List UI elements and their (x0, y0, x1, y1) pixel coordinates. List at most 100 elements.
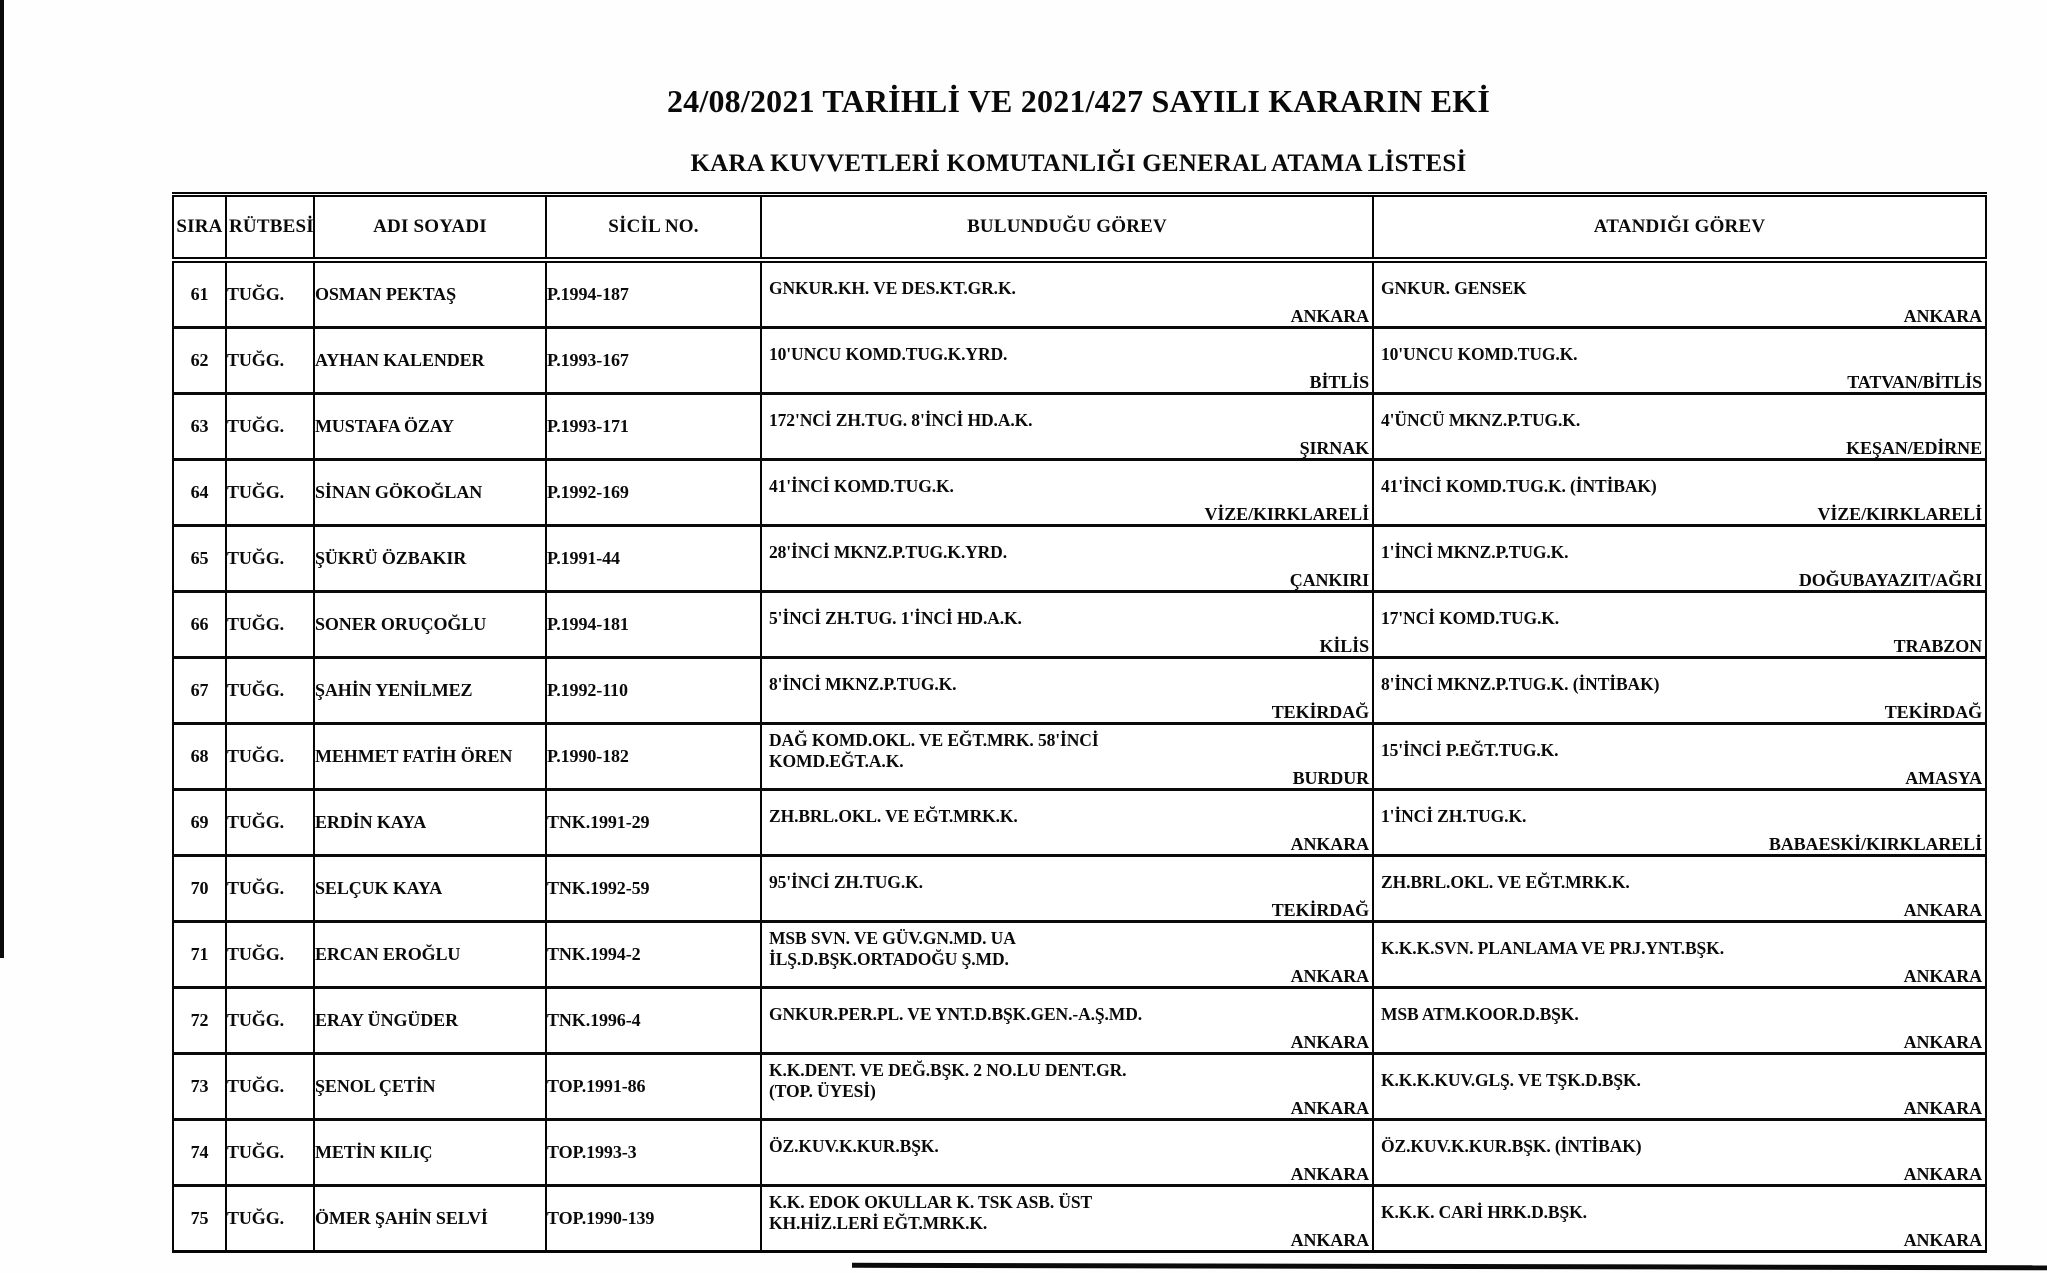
cell-rank: TUĞG. (225, 854, 315, 923)
current-post-location: ANKARA (1290, 1230, 1370, 1250)
current-post-title: 8'İNCİ MKNZ.P.TUG.K. (769, 674, 957, 695)
cell-sicil-no: TOP.1993-3 (545, 1118, 762, 1187)
cell-sicil-no: TNK.1996-4 (545, 986, 762, 1055)
current-post-title: K.K. EDOK OKULLAR K. TSK ASB. ÜST KH.HİZ… (769, 1191, 1093, 1233)
cell-sicil-no: TOP.1990-139 (545, 1184, 762, 1253)
column-header-sicil-no: SİCİL NO. (545, 193, 762, 263)
cell-current-post: MSB SVN. VE GÜV.GN.MD. UA İLŞ.D.BŞK.ORTA… (760, 920, 1374, 989)
current-post-location: BİTLİS (1309, 372, 1370, 392)
table-row: 71 TUĞG. ERCAN EROĞLU TNK.1994-2 MSB SVN. VE… (172, 920, 1987, 989)
cell-rank: TUĞG. (225, 590, 315, 659)
current-post-location: ANKARA (1290, 1098, 1370, 1118)
cell-rank: TUĞG. (225, 258, 315, 329)
assigned-post-location: KEŞAN/EDİRNE (1846, 438, 1982, 458)
cell-name: AYHAN KALENDER (313, 326, 547, 395)
cell-rank: TUĞG. (225, 1184, 315, 1253)
cell-sira: 69 (172, 788, 227, 857)
cell-rank: TUĞG. (225, 722, 315, 791)
document-title: 24/08/2021 TARİHLİ VE 2021/427 SAYILI KA… (666, 83, 1490, 119)
cell-name: METİN KILIÇ (313, 1118, 547, 1187)
current-post-title: 10'UNCU KOMD.TUG.K.YRD. (769, 344, 1008, 365)
document-header: 24/08/2021 TARİHLİ VE 2021/427 SAYILI KA… (172, 83, 1985, 178)
table-row: 61 TUĞG. OSMAN PEKTAŞ P.1994-187 GNKUR.KH. V… (172, 258, 1987, 329)
table-row: 69 TUĞG. ERDİN KAYA TNK.1991-29 ZH.BRL.OKL. … (172, 788, 1987, 857)
assigned-post-title: 15'İNCİ P.EĞT.TUG.K. (1381, 740, 1559, 761)
table-row: 75 TUĞG. ÖMER ŞAHİN SELVİ TOP.1990-139 K.K. … (172, 1184, 1987, 1253)
cell-current-post: ÖZ.KUV.K.KUR.BŞK. ANKARA (760, 1118, 1374, 1187)
table-row: 70 TUĞG. SELÇUK KAYA TNK.1992-59 95'İNCİ ZH.… (172, 854, 1987, 923)
assigned-post-location: ANKARA (1903, 306, 1983, 326)
document-subtitle: KARA KUVVETLERİ KOMUTANLIĞI GENERAL ATAM… (690, 150, 1467, 177)
cell-assigned-post: K.K.K.KUV.GLŞ. VE TŞK.D.BŞK. ANKARA (1372, 1052, 1987, 1121)
assigned-post-location: TRABZON (1893, 636, 1982, 656)
table-row: 62 TUĞG. AYHAN KALENDER P.1993-167 10'UNCU K… (172, 326, 1987, 395)
scan-artifact-bottom-edge (851, 1262, 2047, 1271)
cell-assigned-post: 1'İNCİ MKNZ.P.TUG.K. DOĞUBAYAZIT/AĞRI (1372, 524, 1987, 593)
cell-rank: TUĞG. (225, 656, 315, 725)
cell-current-post: K.K.DENT. VE DEĞ.BŞK. 2 NO.LU DENT.GR. (… (760, 1052, 1374, 1121)
current-post-location: ŞIRNAK (1299, 438, 1370, 458)
table-row: 72 TUĞG. ERAY ÜNGÜDER TNK.1996-4 GNKUR.PER.P… (172, 986, 1987, 1055)
cell-sicil-no: P.1992-110 (545, 656, 762, 725)
cell-assigned-post: ÖZ.KUV.K.KUR.BŞK. (İNTİBAK) ANKARA (1372, 1118, 1987, 1187)
cell-sicil-no: P.1994-187 (545, 258, 762, 329)
current-post-location: KİLİS (1319, 636, 1369, 656)
assigned-post-title: 1'İNCİ ZH.TUG.K. (1381, 806, 1527, 827)
cell-sira: 64 (172, 458, 227, 527)
assigned-post-title: K.K.K.KUV.GLŞ. VE TŞK.D.BŞK. (1381, 1070, 1641, 1091)
cell-sicil-no: P.1990-182 (545, 722, 762, 791)
cell-sira: 70 (172, 854, 227, 923)
assigned-post-location: BABAESKİ/KIRKLARELİ (1768, 834, 1982, 854)
cell-assigned-post: 17'NCİ KOMD.TUG.K. TRABZON (1372, 590, 1987, 659)
cell-name: SİNAN GÖKOĞLAN (313, 458, 547, 527)
cell-name: ÖMER ŞAHİN SELVİ (313, 1184, 547, 1253)
cell-sira: 62 (172, 326, 227, 395)
cell-name: ERAY ÜNGÜDER (313, 986, 547, 1055)
current-post-title: 28'İNCİ MKNZ.P.TUG.K.YRD. (769, 542, 1007, 563)
table-row: 64 TUĞG. SİNAN GÖKOĞLAN P.1992-169 41'İNCİ K… (172, 458, 1987, 527)
cell-current-post: 10'UNCU KOMD.TUG.K.YRD. BİTLİS (760, 326, 1374, 395)
cell-sira: 63 (172, 392, 227, 461)
column-header-sira: SIRA (172, 193, 227, 263)
cell-rank: TUĞG. (225, 458, 315, 527)
cell-name: ŞAHİN YENİLMEZ (313, 656, 547, 725)
cell-name: SONER ORUÇOĞLU (313, 590, 547, 659)
cell-name: ERCAN EROĞLU (313, 920, 547, 989)
cell-name: MEHMET FATİH ÖREN (313, 722, 547, 791)
cell-current-post: 8'İNCİ MKNZ.P.TUG.K. TEKİRDAĞ (760, 656, 1374, 725)
assigned-post-location: ANKARA (1903, 900, 1983, 920)
cell-rank: TUĞG. (225, 392, 315, 461)
current-post-location: ÇANKIRI (1289, 570, 1369, 590)
assigned-post-title: K.K.K. CARİ HRK.D.BŞK. (1381, 1202, 1587, 1223)
cell-current-post: 5'İNCİ ZH.TUG. 1'İNCİ HD.A.K. KİLİS (760, 590, 1374, 659)
cell-assigned-post: MSB ATM.KOOR.D.BŞK. ANKARA (1372, 986, 1987, 1055)
cell-sira: 67 (172, 656, 227, 725)
assigned-post-title: GNKUR. GENSEK (1381, 278, 1527, 299)
assigned-post-title: 4'ÜNCÜ MKNZ.P.TUG.K. (1381, 410, 1581, 431)
current-post-title: GNKUR.KH. VE DES.KT.GR.K. (769, 278, 1016, 299)
assigned-post-title: ÖZ.KUV.K.KUR.BŞK. (İNTİBAK) (1381, 1136, 1642, 1157)
cell-sicil-no: P.1994-181 (545, 590, 762, 659)
cell-sira: 73 (172, 1052, 227, 1121)
current-post-title: ZH.BRL.OKL. VE EĞT.MRK.K. (769, 806, 1018, 827)
current-post-location: TEKİRDAĞ (1271, 900, 1369, 920)
assigned-post-location: TATVAN/BİTLİS (1847, 372, 1982, 392)
current-post-location: TEKİRDAĞ (1271, 702, 1369, 722)
cell-sira: 74 (172, 1118, 227, 1187)
assigned-post-location: ANKARA (1903, 1164, 1983, 1184)
assigned-post-location: ANKARA (1903, 1230, 1983, 1250)
cell-rank: TUĞG. (225, 1052, 315, 1121)
cell-current-post: 28'İNCİ MKNZ.P.TUG.K.YRD. ÇANKIRI (760, 524, 1374, 593)
assigned-post-title: 10'UNCU KOMD.TUG.K. (1381, 344, 1578, 365)
current-post-location: ANKARA (1290, 966, 1370, 986)
assigned-post-title: 1'İNCİ MKNZ.P.TUG.K. (1381, 542, 1569, 563)
cell-name: ŞENOL ÇETİN (313, 1052, 547, 1121)
assigned-post-title: 41'İNCİ KOMD.TUG.K. (İNTİBAK) (1381, 476, 1657, 497)
current-post-location: ANKARA (1290, 834, 1370, 854)
cell-assigned-post: 10'UNCU KOMD.TUG.K. TATVAN/BİTLİS (1372, 326, 1987, 395)
cell-current-post: GNKUR.PER.PL. VE YNT.D.BŞK.GEN.-A.Ş.MD. A… (760, 986, 1374, 1055)
table-row: 63 TUĞG. MUSTAFA ÖZAY P.1993-171 172'NCİ ZH.… (172, 392, 1987, 461)
cell-current-post: ZH.BRL.OKL. VE EĞT.MRK.K. ANKARA (760, 788, 1374, 857)
current-post-title: 172'NCİ ZH.TUG. 8'İNCİ HD.A.K. (769, 410, 1033, 431)
